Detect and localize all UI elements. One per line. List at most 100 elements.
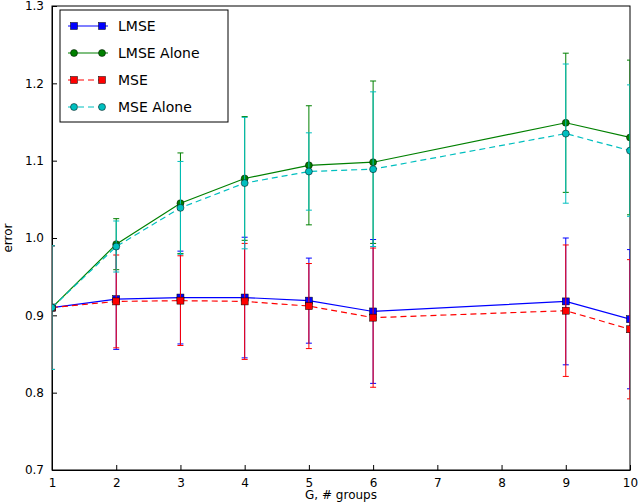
legend-marker	[71, 23, 78, 30]
error-bar-cap	[177, 345, 183, 346]
x-axis-tick: 7	[434, 465, 442, 490]
error-bar-cap	[242, 116, 248, 117]
error-bar-cap	[627, 398, 630, 399]
y-axis: 0.70.80.91.01.11.21.3	[25, 0, 57, 477]
error-bar-cap	[177, 161, 183, 162]
error-bar-cap	[113, 218, 119, 219]
legend-label: MSE Alone	[118, 99, 192, 115]
point	[562, 307, 569, 314]
error-bar	[52, 246, 55, 370]
y-axis-tick-mark	[52, 315, 57, 316]
x-axis-tick-label: 9	[562, 476, 570, 490]
data-area	[52, 53, 630, 399]
y-axis-tick-mark	[52, 238, 57, 239]
x-axis-title: G, # groups	[305, 488, 377, 502]
y-axis-tick-label: 1.3	[25, 0, 44, 13]
x-axis-tick: 4	[241, 465, 249, 490]
error-bar	[627, 85, 630, 216]
error-bar	[242, 243, 248, 359]
point	[627, 316, 631, 323]
x-axis-tick: 5	[306, 465, 314, 490]
error-bar-cap	[306, 263, 312, 264]
legend-marker	[71, 77, 78, 84]
point	[241, 298, 248, 305]
x-axis-tick-label: 7	[434, 476, 442, 490]
legend-box	[60, 10, 228, 122]
legend-label: LMSE	[118, 18, 156, 34]
error-bar-cap	[113, 272, 119, 273]
error-bar-cap	[627, 60, 630, 61]
error-bar-cap	[52, 245, 55, 246]
legend-item: MSE	[68, 72, 148, 88]
y-axis-tick: 1.2	[25, 77, 57, 91]
error-bar	[52, 246, 55, 370]
x-axis-tick-mark	[180, 465, 181, 470]
y-axis-tick-mark	[52, 393, 57, 394]
error-bar-cap	[52, 369, 55, 370]
x-axis-tick: 2	[113, 465, 121, 490]
error-bar-cap	[52, 369, 55, 370]
error-bar	[177, 256, 183, 346]
error-bar	[306, 133, 312, 210]
point	[562, 130, 569, 137]
x-axis-tick-mark	[309, 465, 310, 470]
error-bar	[627, 260, 630, 399]
error-bar-stem	[308, 106, 309, 225]
error-bar-cap	[242, 117, 248, 118]
error-bar-stem	[180, 153, 181, 254]
legend-marker	[99, 104, 106, 111]
legend-item: MSE Alone	[68, 99, 192, 115]
x-axis-tick-mark	[116, 465, 117, 470]
error-bar-cap	[627, 216, 630, 217]
x-axis-tick: 6	[370, 465, 378, 490]
series-line	[52, 123, 630, 308]
legend: LMSELMSE AloneMSEMSE Alone	[60, 10, 228, 122]
error-bar-cap	[306, 224, 312, 225]
error-bar	[52, 246, 55, 370]
error-bar-cap	[113, 347, 119, 348]
x-axis-tick: 3	[177, 465, 185, 490]
legend-label: MSE	[118, 72, 148, 88]
error-bar-cap	[563, 244, 569, 245]
y-axis-title: error	[1, 223, 15, 252]
y-axis-tick-label: 1.1	[25, 154, 44, 168]
error-bar	[370, 92, 376, 247]
error-bar	[113, 221, 119, 272]
x-axis-tick-mark	[502, 465, 503, 470]
y-axis-tick-mark	[52, 470, 57, 471]
series	[52, 237, 630, 389]
y-axis-tick-mark	[52, 83, 57, 84]
point	[370, 314, 377, 321]
error-bar-cap	[242, 248, 248, 249]
error-bar	[370, 248, 376, 387]
x-axis-tick-mark	[373, 465, 374, 470]
error-bar-cap	[242, 359, 248, 360]
x-axis-line	[53, 470, 631, 471]
point	[305, 303, 312, 310]
error-bar-cap	[306, 258, 312, 259]
error-bar-cap	[563, 376, 569, 377]
error-bar	[306, 264, 312, 349]
legend-item: LMSE	[68, 18, 156, 34]
legend-marker	[71, 50, 78, 57]
error-bar	[242, 117, 248, 248]
error-bar-cap	[370, 387, 376, 388]
error-bar	[177, 153, 183, 254]
point	[177, 297, 184, 304]
error-bar	[52, 246, 55, 370]
x-axis-tick: 10	[623, 465, 638, 490]
y-axis-tick-label: 1.0	[25, 231, 44, 245]
error-bar-cap	[370, 81, 376, 82]
plot-frame	[52, 6, 630, 470]
error-bar-cap	[306, 210, 312, 211]
y-axis-tick-mark	[52, 6, 57, 7]
point	[305, 168, 312, 175]
error-bar-cap	[52, 245, 55, 246]
x-axis-tick-label: 8	[498, 476, 506, 490]
y-axis-tick: 0.8	[25, 386, 57, 400]
x-axis-tick-mark	[566, 465, 567, 470]
y-axis-tick-label: 0.9	[25, 309, 44, 323]
x-axis-tick: 9	[562, 465, 570, 490]
point	[177, 204, 184, 211]
x-axis-tick: 8	[498, 465, 506, 490]
